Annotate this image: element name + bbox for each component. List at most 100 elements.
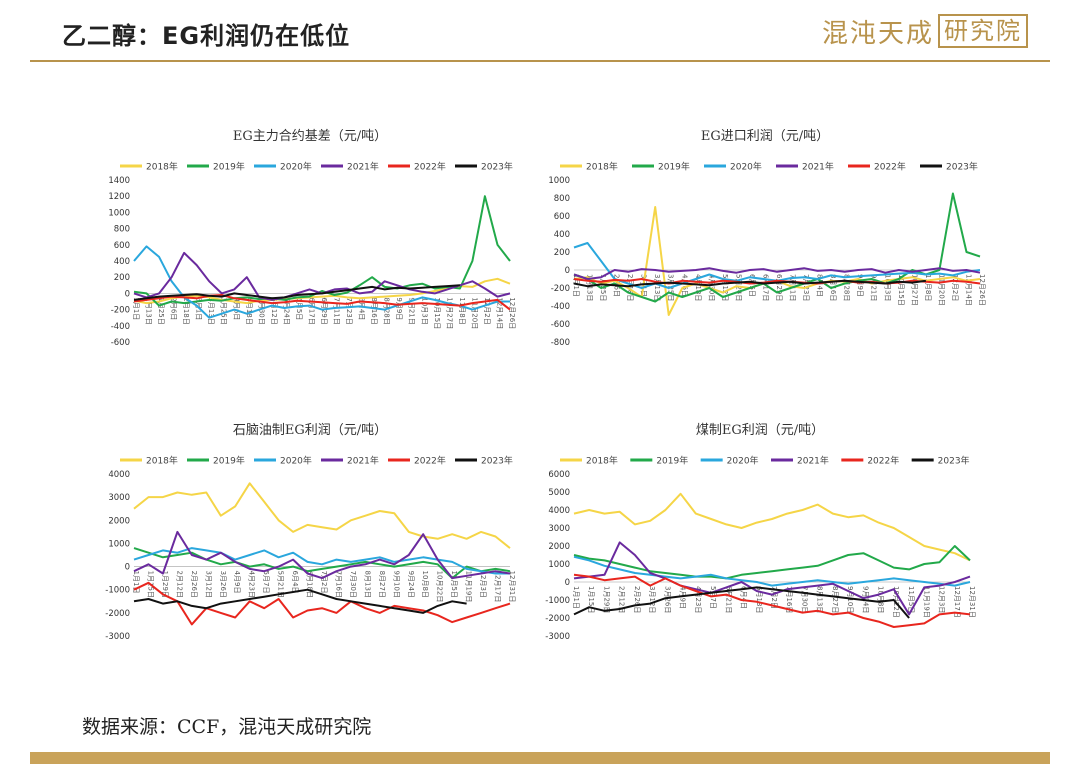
x-tick-label: 1月25日 xyxy=(157,297,165,324)
x-tick-label: 4月30日 xyxy=(257,297,265,324)
x-tick-label: 7月11日 xyxy=(333,297,341,324)
series-line-2023年 xyxy=(573,279,927,288)
x-tick-label: 3月12日 xyxy=(204,571,212,598)
y-tick-label: 2000 xyxy=(548,542,570,552)
x-tick-label: 5月7日 xyxy=(709,586,717,609)
x-tick-label: 6月29日 xyxy=(775,274,783,301)
x-tick-label: 11月5日 xyxy=(450,571,458,598)
legend-label: 2018年 xyxy=(146,161,178,173)
x-tick-label: 4月23日 xyxy=(694,586,702,613)
logo-box-text: 研究院 xyxy=(938,14,1028,48)
x-tick-label: 6月17日 xyxy=(307,297,315,324)
y-tick-label: 4000 xyxy=(548,506,570,516)
series-line-2018年 xyxy=(133,482,511,549)
x-tick-label: 3月13日 xyxy=(653,274,661,301)
x-tick-label: 10月15日 xyxy=(433,297,441,329)
legend-label: 2022年 xyxy=(414,161,446,173)
x-tick-label: 5月21日 xyxy=(277,571,285,598)
x-tick-label: 6月5日 xyxy=(295,297,303,320)
chart-eg-import-profit: EG进口利润（元/吨） 2018年 2019年 2020年 2021年 2022年 2023… xyxy=(540,122,990,362)
series-line-2022年 xyxy=(573,278,981,285)
chart-svg: EG主力合约基差（元/吨） 2018年 2019年 2020年 2021年 2022年 20… xyxy=(108,129,516,348)
x-tick-label: 10月27日 xyxy=(445,297,453,329)
x-tick-label: 11月20日 xyxy=(937,274,945,306)
y-tick-label: 800 xyxy=(554,194,570,204)
x-tick-label: 5月7日 xyxy=(262,571,270,594)
chart-title: EG主力合约基差（元/吨） xyxy=(233,129,387,144)
x-tick-label: 8月13日 xyxy=(363,571,371,598)
x-tick-label: 9月21日 xyxy=(870,274,878,301)
x-tick-label: 3月25日 xyxy=(220,297,228,324)
x-tick-label: 10月3日 xyxy=(883,274,891,301)
y-tick-label: 1200 xyxy=(108,192,130,202)
chart-eg-basis: EG主力合约基差（元/吨） 2018年 2019年 2020年 2021年 2022年 20… xyxy=(100,122,520,362)
x-tick-label: 8月4日 xyxy=(816,274,824,297)
y-tick-label: -600 xyxy=(551,320,570,330)
series-line-2021年 xyxy=(573,541,971,616)
series-line-2021年 xyxy=(573,267,981,280)
data-source-note: 数据来源：CCF，混沌天成研究院 xyxy=(82,716,372,738)
legend-label: 2019年 xyxy=(656,455,688,467)
x-tick-label: 8月27日 xyxy=(831,586,839,613)
x-tick-label: 3月13日 xyxy=(207,297,215,324)
x-tick-label: 3月26日 xyxy=(219,571,227,598)
y-tick-label: -600 xyxy=(111,338,130,348)
x-tick-label: 1月1日 xyxy=(572,586,580,609)
x-tick-label: 12月14日 xyxy=(964,274,972,306)
y-tick-label: 1000 xyxy=(108,539,130,549)
x-tick-label: 7月16日 xyxy=(334,571,342,598)
x-tick-label: 6月4日 xyxy=(291,571,299,594)
series-line-2019年 xyxy=(133,195,511,307)
series-line-2022年 xyxy=(133,294,511,311)
x-tick-label: 11月8日 xyxy=(458,297,466,324)
x-tick-label: 12月2日 xyxy=(951,274,959,301)
y-tick-label: 3000 xyxy=(108,493,130,503)
x-tick-label: 11月5日 xyxy=(907,586,915,613)
series-line-2019年 xyxy=(573,545,971,580)
y-tick-label: 400 xyxy=(554,230,570,240)
x-tick-label: 10月27日 xyxy=(910,274,918,306)
series-line-2023年 xyxy=(133,588,467,614)
x-tick-label: 12月3日 xyxy=(479,571,487,598)
x-tick-label: 1月29日 xyxy=(161,571,169,598)
y-tick-label: 5000 xyxy=(548,488,570,498)
y-tick-label: 200 xyxy=(114,273,130,283)
x-tick-label: 10月22日 xyxy=(436,571,444,603)
legend-label: 2020年 xyxy=(730,161,762,173)
y-tick-label: 3000 xyxy=(548,524,570,534)
x-tick-label: 12月17日 xyxy=(494,571,502,603)
legend-label: 2023年 xyxy=(938,455,970,467)
x-tick-label: 6月17日 xyxy=(761,274,769,301)
x-tick-label: 8月28日 xyxy=(843,274,851,301)
y-tick-label: -400 xyxy=(551,302,570,312)
x-tick-label: 9月24日 xyxy=(407,571,415,598)
legend-label: 2021年 xyxy=(797,455,829,467)
x-tick-label: 10月3日 xyxy=(420,297,428,324)
legend-label: 2020年 xyxy=(727,455,759,467)
x-tick-label: 5月12日 xyxy=(270,297,278,324)
brand-logo: 混沌天成 研究院 xyxy=(822,12,1028,50)
chart-svg: EG进口利润（元/吨） 2018年 2019年 2020年 2021年 2022年 2023… xyxy=(548,129,986,348)
y-tick-label: -3000 xyxy=(105,632,130,642)
x-tick-label: 5月24日 xyxy=(734,274,742,301)
logo-text: 混沌天成 xyxy=(821,18,934,49)
legend-label: 2023年 xyxy=(481,455,513,467)
chart-title: 石脑油制EG利润（元/吨） xyxy=(233,423,387,438)
chart-coal-eg-profit: 煤制EG利润（元/吨） 2018年 2019年 2020年 2021年 2022年 2023… xyxy=(540,416,980,656)
x-tick-label: 1月13日 xyxy=(586,274,594,301)
y-tick-label: 1000 xyxy=(108,208,130,218)
y-tick-label: -2000 xyxy=(545,614,570,624)
y-tick-label: -200 xyxy=(551,284,570,294)
series-line-2023年 xyxy=(573,586,910,619)
page-title: 乙二醇：EG利润仍在低位 xyxy=(62,22,351,50)
y-tick-label: 1000 xyxy=(548,176,570,186)
chart-naphtha-eg-profit: 石脑油制EG利润（元/吨） 2018年 2019年 2020年 2021年 2022年 20… xyxy=(100,416,520,656)
x-tick-label: 10月8日 xyxy=(877,586,885,613)
y-tick-label: 1400 xyxy=(108,176,130,186)
x-tick-label: 4月18日 xyxy=(245,297,253,324)
y-tick-label: 800 xyxy=(114,225,130,235)
x-tick-label: 6月4日 xyxy=(740,586,748,609)
x-tick-label: 9月9日 xyxy=(395,297,403,320)
series-line-2022年 xyxy=(573,573,971,628)
chart-title: 煤制EG利润（元/吨） xyxy=(696,423,824,438)
